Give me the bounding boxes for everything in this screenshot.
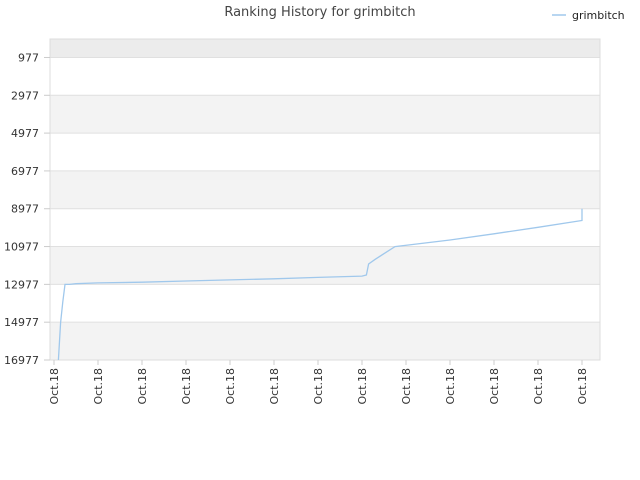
plot-frame — [49, 38, 601, 361]
y-tick-label: 8977 — [11, 203, 39, 216]
plot-band — [50, 246, 600, 285]
x-tick-label: Oct.18 — [312, 368, 325, 405]
legend[interactable]: grimbitch — [552, 9, 625, 22]
x-tick-label: Oct.18 — [136, 368, 149, 405]
x-axis-ticks: Oct.18 Oct.18 Oct.18 Oct.18 Oct.18 Oct.18 Oct.… — [48, 360, 589, 405]
y-tick-label: 10977 — [4, 241, 39, 254]
x-tick-label: Oct.18 — [180, 368, 193, 405]
x-tick-label: Oct.18 — [400, 368, 413, 405]
x-tick-label: Oct.18 — [92, 368, 105, 405]
plot-band — [50, 95, 600, 134]
plot-band — [50, 39, 600, 58]
x-tick-label: Oct.18 — [48, 368, 61, 405]
legend-label-grimbitch: grimbitch — [572, 9, 625, 22]
x-tick-label: Oct.18 — [356, 368, 369, 405]
plot-band — [50, 170, 600, 209]
plot-band — [50, 57, 600, 96]
y-tick-label: 2977 — [11, 89, 39, 102]
x-tick-label: Oct.18 — [268, 368, 281, 405]
chart-title: Ranking History for grimbitch — [224, 5, 415, 20]
plot-band — [50, 208, 600, 247]
y-tick-label: 14977 — [4, 316, 39, 329]
y-tick-label: 977 — [18, 51, 39, 64]
plot-bands — [50, 39, 600, 360]
x-tick-label: Oct.18 — [444, 368, 457, 405]
y-tick-label: 6977 — [11, 165, 39, 178]
x-tick-label: Oct.18 — [576, 368, 589, 405]
y-tick-label: 4977 — [11, 127, 39, 140]
plot-band — [50, 284, 600, 323]
series-line-grimbitch[interactable] — [57, 208, 583, 361]
series-layer — [57, 208, 583, 361]
plot-band — [50, 322, 600, 360]
y-tick-label: 12977 — [4, 278, 39, 291]
x-tick-label: Oct.18 — [532, 368, 545, 405]
plot-band — [50, 133, 600, 171]
y-tick-label: 16977 — [4, 354, 39, 367]
x-tick-label: Oct.18 — [224, 368, 237, 405]
y-axis-ticks: 977 2977 4977 6977 8977 10977 12977 14977 16977 — [4, 51, 50, 367]
x-tick-label: Oct.18 — [488, 368, 501, 405]
